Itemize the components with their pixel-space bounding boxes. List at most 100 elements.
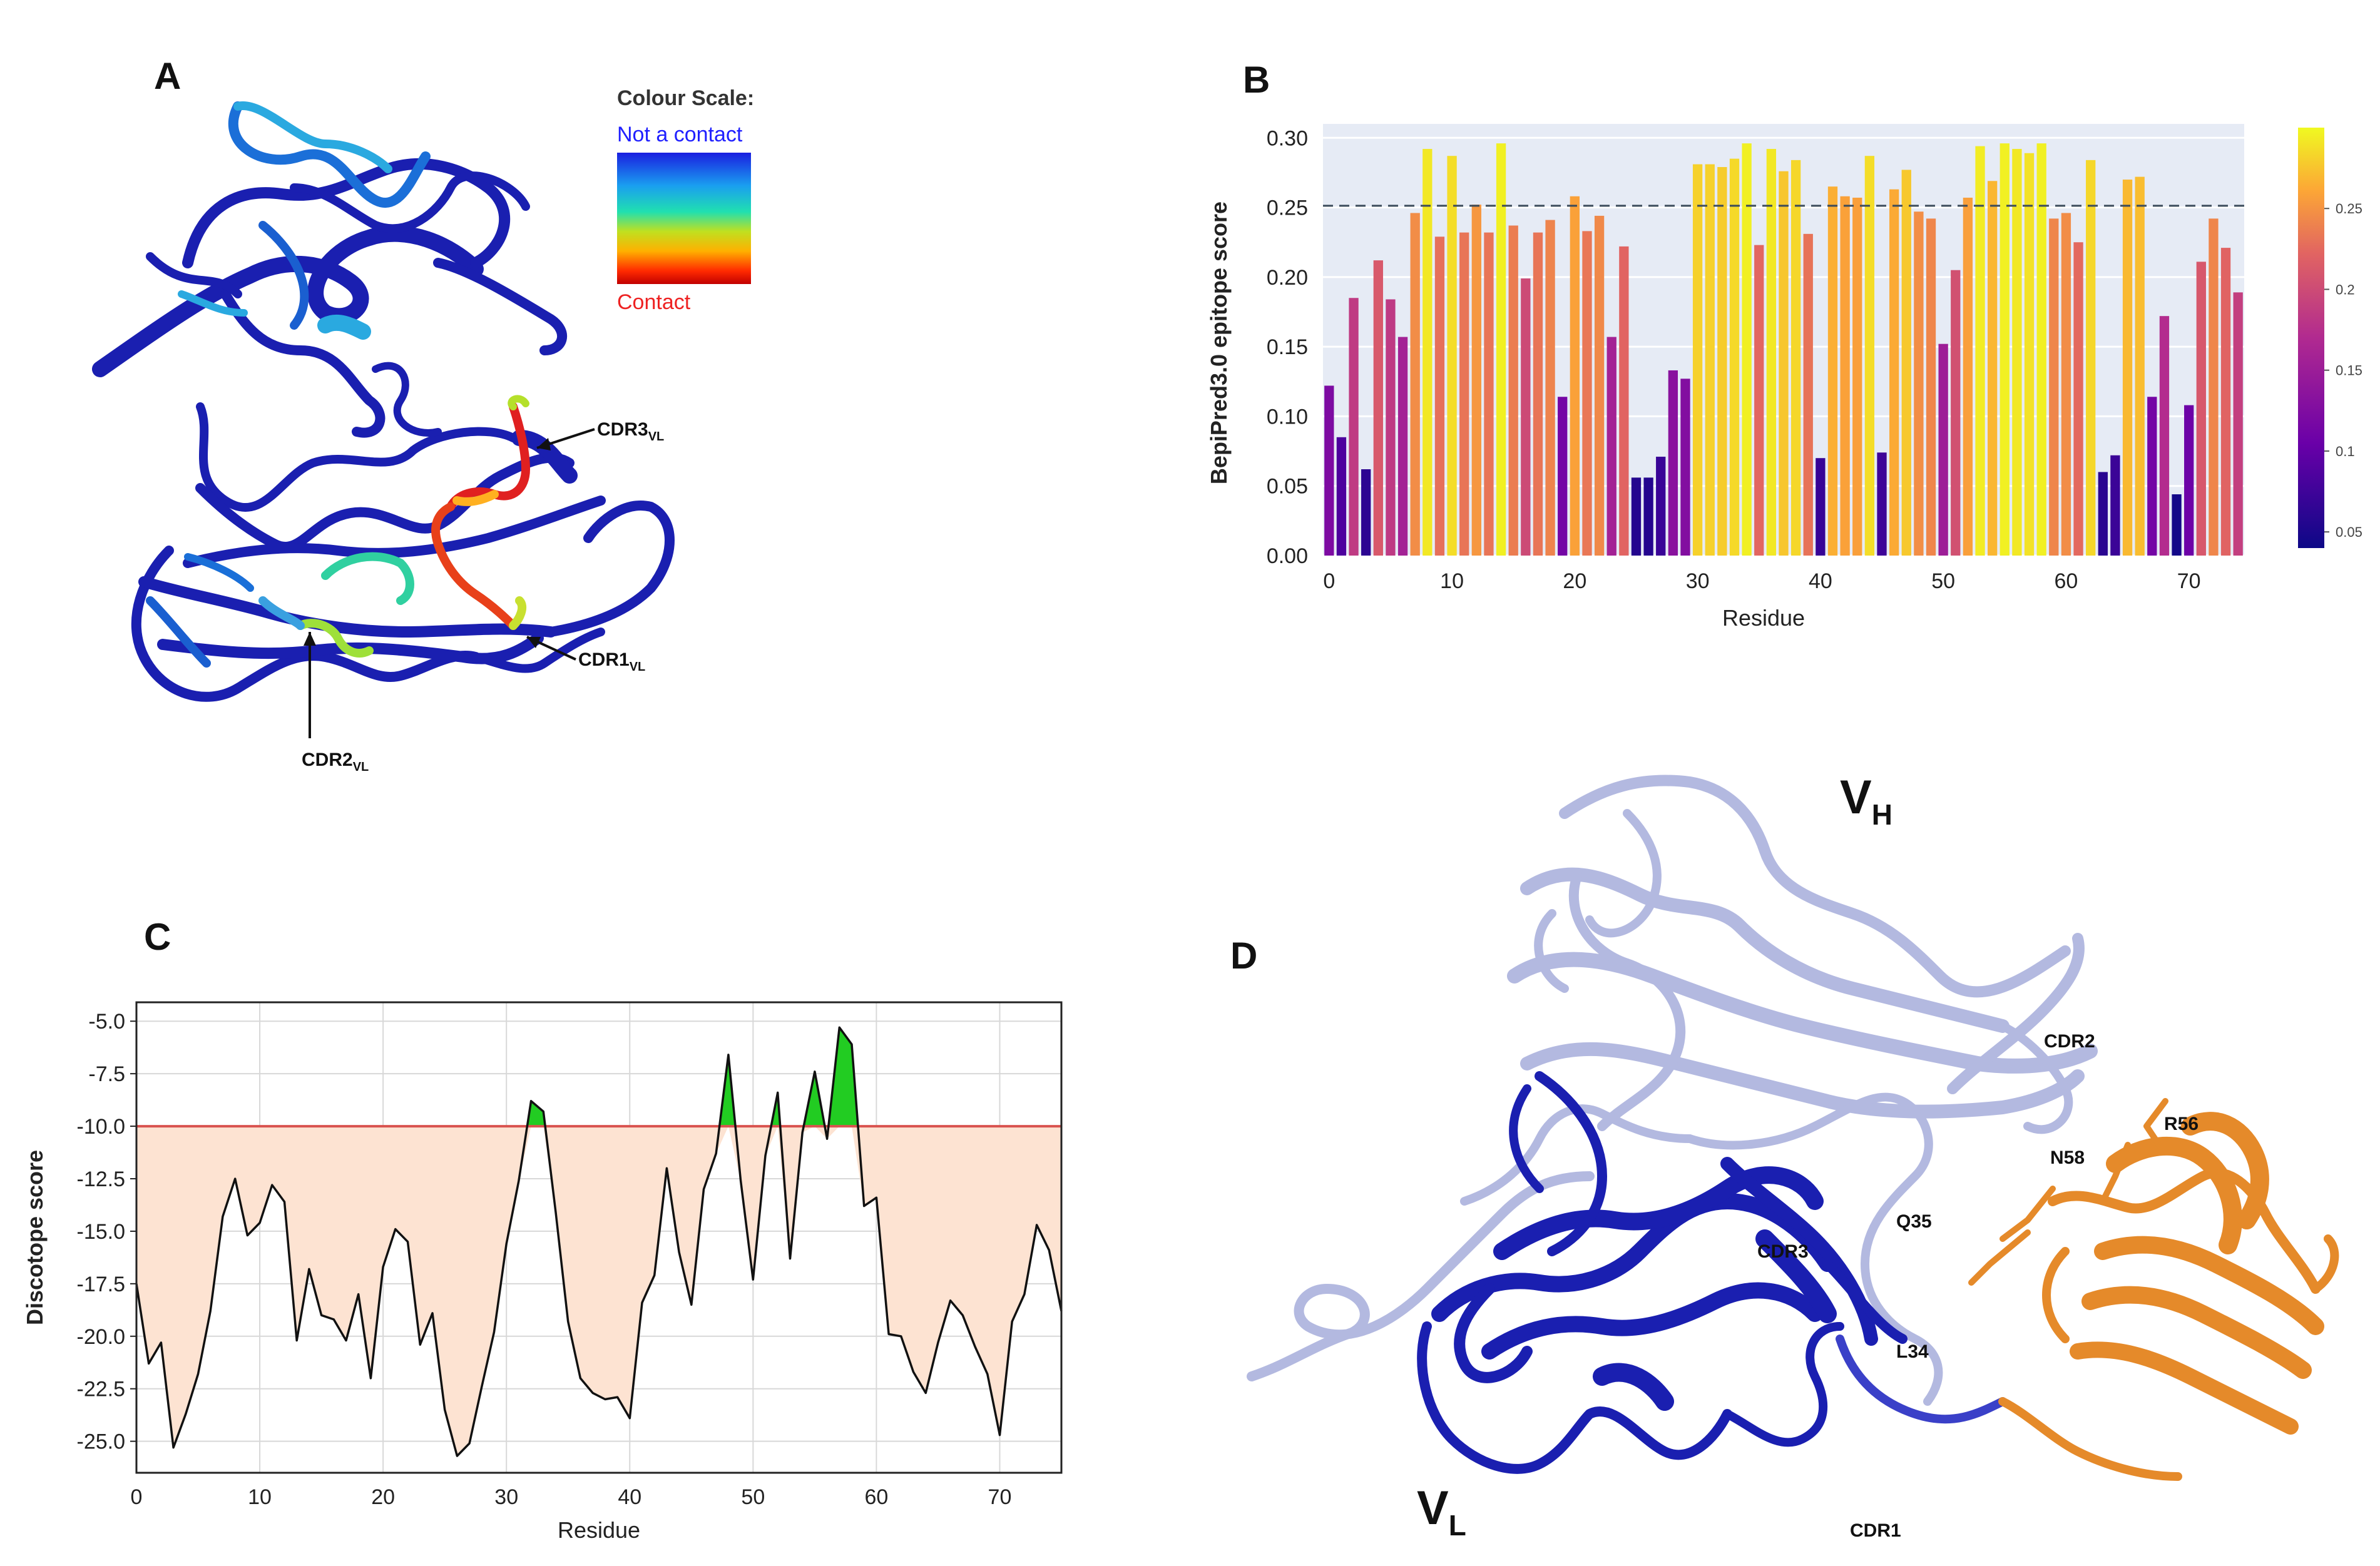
bar (2209, 218, 2219, 556)
bar (1545, 220, 1555, 556)
y-tick-label: 0.05 (1267, 475, 1308, 499)
bar (2000, 143, 2010, 556)
bar (1790, 160, 1801, 556)
bar (1803, 233, 1813, 556)
bar (1533, 232, 1543, 556)
x-tick-label: 10 (1440, 569, 1464, 593)
panel-a-annotations: CDR3VL CDR1VL CDR2VL (302, 419, 664, 774)
x-tick-label: 40 (1809, 569, 1832, 593)
bar (1742, 143, 1752, 556)
bar (2036, 143, 2046, 556)
bar (1754, 245, 1764, 556)
panel-d-annotations: VH VL CDR2 CDR3 CDR1 R56 N58 Q35 L34 (1417, 771, 2199, 1542)
bar (1864, 156, 1875, 556)
x-axis-label: Residue (558, 1517, 640, 1543)
bar (1643, 477, 1653, 556)
bar (1926, 218, 1936, 556)
x-tick-label: 20 (371, 1485, 395, 1509)
bar (1914, 211, 1924, 556)
bar (1484, 232, 1494, 556)
bar (1987, 181, 1998, 556)
bar (1606, 337, 1616, 556)
label-cdr3-vl: CDR3VL (597, 419, 664, 444)
panel-d-complex-structure: D (1230, 771, 2339, 1542)
colour-scale-top-label: Not a contact (617, 123, 743, 146)
bar (1349, 298, 1359, 556)
colour-scale-gradient (617, 153, 751, 284)
bar (1668, 370, 1678, 556)
y-axis-label: BepiPred3.0 epitope score (1206, 201, 1232, 484)
bar (1766, 149, 1777, 556)
bar (1656, 456, 1666, 556)
label-cdr1-vl: CDR1VL (578, 649, 645, 674)
y-tick-label: -7.5 (88, 1062, 125, 1086)
bar (1558, 397, 1568, 556)
bar (1852, 197, 1862, 556)
below-threshold-area (136, 1126, 1061, 1457)
panel-c-discotope-chart: C -5.0 -7.5 -10.0 -12.5 -15.0 -17.5 -20.0 -22.5… (22, 916, 1063, 1543)
bar (1717, 167, 1727, 556)
label-q35: Q35 (1896, 1211, 1932, 1232)
cdr-loops (258, 395, 530, 658)
bar (2196, 262, 2206, 556)
bar (1459, 232, 1469, 556)
bar (1975, 146, 1985, 556)
colorbar-tick-label: 0.25 (2336, 201, 2362, 216)
x-tick-label: 60 (864, 1485, 888, 1509)
epitope-region (719, 1054, 736, 1127)
bar (1680, 379, 1690, 556)
ribbon-upper-domain (92, 101, 568, 512)
bar (1901, 170, 1911, 556)
panel-label-a: A (154, 55, 181, 97)
bar (1508, 225, 1518, 556)
vh-domain-ribbon (1247, 775, 2098, 1406)
bar (1386, 299, 1396, 556)
x-tick-labels: 0 10 20 30 40 50 60 70 (131, 1485, 1012, 1509)
y-tick-labels: 0.00 0.05 0.10 0.15 0.20 0.25 0.30 (1267, 126, 1308, 568)
bar (2220, 248, 2231, 556)
y-tick-label: -5.0 (88, 1010, 125, 1034)
label-n58: N58 (2050, 1147, 2085, 1168)
panel-label-d: D (1230, 935, 1257, 977)
bar (1447, 156, 1457, 556)
label-vh: VH (1840, 771, 1892, 831)
bar (1889, 189, 1899, 556)
label-cdr1: CDR1 (1850, 1520, 1901, 1541)
bar (1410, 213, 1420, 556)
y-tick-label: -10.0 (77, 1115, 126, 1139)
ribbon-lower-domain (131, 430, 675, 702)
bar (1570, 196, 1580, 556)
y-tick-label: 0.15 (1267, 335, 1308, 359)
bar (1877, 452, 1887, 556)
bar (1496, 143, 1506, 556)
x-tick-label: 0 (1323, 569, 1335, 593)
colorbar-tick-label: 0.15 (2336, 363, 2362, 379)
colour-scale-legend: Colour Scale: Not a contact Contact (617, 86, 754, 314)
colorbar-tick-labels: 0.25 0.2 0.15 0.1 0.05 (2324, 201, 2362, 540)
bar (2024, 153, 2035, 556)
bars (1324, 143, 2243, 556)
x-tick-label: 20 (1563, 569, 1586, 593)
label-cdr3: CDR3 (1757, 1241, 1809, 1262)
bar (1631, 477, 1642, 556)
bar (2233, 292, 2243, 556)
bar (1434, 236, 1445, 556)
bar (1471, 205, 1481, 556)
bar (2061, 213, 2071, 556)
x-tick-label: 30 (1686, 569, 1710, 593)
label-cdr2-vl: CDR2VL (302, 750, 369, 774)
y-tick-label: 0.30 (1267, 126, 1308, 150)
x-axis-label: Residue (1722, 605, 1805, 631)
colorbar-tick-label: 0.2 (2336, 282, 2355, 297)
bar (1324, 385, 1334, 556)
bar (1938, 343, 1948, 556)
panel-b-bepipred-chart: B 0.00 0.05 0.10 0.15 0.20 0.25 0.30 0 10 20 30 40… (1206, 59, 2362, 631)
bar (2147, 397, 2157, 556)
bar (1705, 164, 1715, 556)
y-tick-label: 0.00 (1267, 544, 1308, 568)
bar (1963, 197, 1973, 556)
label-cdr2: CDR2 (2044, 1031, 2095, 1052)
panel-label-c: C (144, 916, 171, 958)
colorbar (2298, 128, 2324, 548)
